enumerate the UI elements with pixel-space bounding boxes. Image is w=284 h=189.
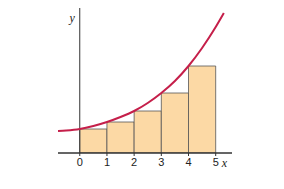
svg-text:4: 4 <box>185 156 191 168</box>
svg-text:y: y <box>68 11 75 25</box>
svg-text:2: 2 <box>131 156 137 168</box>
svg-text:0: 0 <box>77 156 83 168</box>
svg-text:5: 5 <box>213 156 219 168</box>
svg-text:3: 3 <box>158 156 164 168</box>
svg-text:1: 1 <box>104 156 110 168</box>
svg-text:x: x <box>221 156 228 170</box>
